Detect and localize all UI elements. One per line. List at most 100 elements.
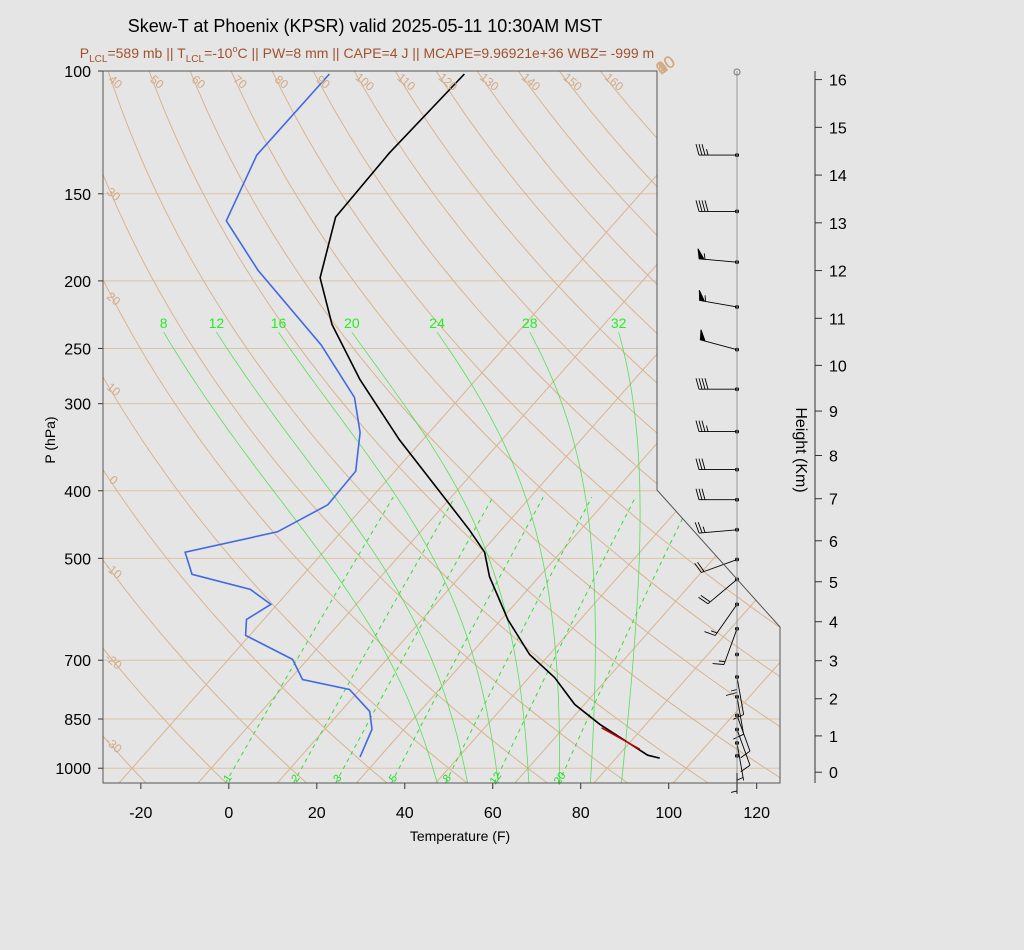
wind-barb <box>697 248 738 263</box>
mixing-ratio-label: 8 <box>441 773 454 785</box>
x-tick-label: -20 <box>129 805 152 822</box>
wind-barb <box>698 579 738 605</box>
y2-tick-label: 1 <box>829 729 838 746</box>
y-tick-label: 150 <box>64 187 91 204</box>
subtitle-sub: LCL <box>186 54 205 65</box>
dry-adiabat-label: -30 <box>102 734 125 756</box>
moist-adiabat-label: 12 <box>209 315 225 331</box>
wind-barb <box>695 143 738 156</box>
subtitle-part: =-10 <box>204 45 233 61</box>
dry-adiabat <box>599 71 780 783</box>
moist-adiabat <box>529 332 596 783</box>
dry-adiabat <box>435 71 780 783</box>
x-tick-label: 60 <box>484 805 502 822</box>
y-tick-label: 500 <box>64 551 91 568</box>
chart-title: Skew-T at Phoenix (KPSR) valid 2025-05-1… <box>128 16 603 36</box>
x-tick-label: 120 <box>743 805 770 822</box>
moist-adiabat <box>436 331 560 783</box>
y2-tick-label: 6 <box>829 534 838 551</box>
dry-adiabat <box>517 71 780 783</box>
y2-tick-label: 12 <box>829 264 847 281</box>
y-tick-label: 850 <box>64 712 91 729</box>
wind-barb <box>694 521 738 534</box>
dry-adiabat-label: 80 <box>272 72 291 92</box>
y2-tick-label: 5 <box>829 575 838 592</box>
mixing-ratio-label: 12 <box>488 770 505 787</box>
wind-barb <box>733 696 745 740</box>
dry-adiabat-label: 120 <box>436 70 461 94</box>
wind-barb <box>712 628 738 665</box>
dry-adiabat <box>230 71 780 783</box>
sounding-line <box>319 73 660 759</box>
subtitle-sub: LCL <box>89 54 108 65</box>
subtitle-part: =589 mb || T <box>107 45 186 61</box>
mixing-ratio-line <box>391 496 544 783</box>
wind-barb <box>698 290 738 308</box>
mixing-ratio-line <box>445 496 593 783</box>
moist-adiabat <box>278 331 499 783</box>
dry-adiabat-label: 30 <box>104 185 123 205</box>
dry-adiabat <box>103 71 388 783</box>
dry-adiabat <box>353 71 780 783</box>
isotherm <box>672 71 780 783</box>
dry-adiabat-label: 130 <box>477 70 502 94</box>
mixing-ratio-line <box>335 496 494 783</box>
y2-tick-label: 7 <box>829 492 838 509</box>
wind-barb <box>695 200 738 212</box>
mixing-ratio-label: 2 <box>289 773 302 785</box>
dry-adiabat <box>107 71 709 783</box>
x-tick-label: 0 <box>224 805 233 822</box>
y2-tick-label: 13 <box>829 216 847 233</box>
mixing-ratio-label: 1 <box>221 773 234 785</box>
wind-barb <box>695 420 738 433</box>
moist-adiabat-label: 24 <box>429 315 445 331</box>
wind-barb <box>733 676 745 720</box>
moist-adiabat <box>351 331 530 783</box>
dry-adiabat <box>103 71 307 783</box>
wind-barb <box>695 488 738 501</box>
subtitle-sup: o <box>232 44 237 54</box>
wind-barb <box>694 559 738 573</box>
mixing-ratio-label: 20 <box>552 770 569 787</box>
x-tick-label: 40 <box>396 805 414 822</box>
dry-adiabat <box>189 71 780 783</box>
y-tick-label: 100 <box>64 64 91 81</box>
y2-tick-label: 15 <box>829 120 847 137</box>
dry-adiabat <box>103 71 628 783</box>
x-axis-label: Temperature (F) <box>410 828 510 844</box>
moist-adiabat-label: 20 <box>344 315 360 331</box>
wind-barb <box>695 378 738 390</box>
y-tick-label: 400 <box>64 484 91 501</box>
y-axis-label: P (hPa) <box>42 416 58 463</box>
isotherm <box>356 71 780 783</box>
x-tick-label: 100 <box>655 805 682 822</box>
wind-barb <box>695 458 738 471</box>
isotherm <box>435 71 780 783</box>
isotherm <box>593 71 780 783</box>
y2-tick-label: 16 <box>829 73 847 90</box>
y2-tick-label: 14 <box>829 168 847 185</box>
subtitle-part: C || PW=8 mm || CAPE=4 J || MCAPE=9.9692… <box>238 45 655 61</box>
dry-adiabat <box>271 71 780 783</box>
mixing-ratio-line <box>493 496 636 783</box>
plot-area <box>103 71 780 783</box>
x-tick-label: 20 <box>308 805 326 822</box>
y2-tick-label: 0 <box>829 765 838 782</box>
mixing-ratio-label: 3 <box>331 773 344 785</box>
moist-adiabat <box>618 332 641 783</box>
y2-tick-label: 10 <box>829 358 847 375</box>
chart-subtitle: PLCL=589 mb || TLCL=-10oC || PW=8 mm || … <box>80 44 654 65</box>
dry-adiabat <box>103 71 468 783</box>
moist-adiabat-label: 8 <box>160 315 168 331</box>
y2-tick-label: 4 <box>829 615 838 632</box>
subtitle-part: P <box>80 45 89 61</box>
dry-adiabat <box>312 71 780 783</box>
moist-adiabat-label: 16 <box>271 315 287 331</box>
y2-axis-label: Height (Km) <box>792 407 809 492</box>
y-tick-label: 250 <box>64 341 91 358</box>
moist-adiabat-label: 32 <box>611 315 627 331</box>
dry-adiabat <box>148 71 780 783</box>
y2-tick-label: 2 <box>829 692 838 709</box>
y2-tick-label: 8 <box>829 448 838 465</box>
